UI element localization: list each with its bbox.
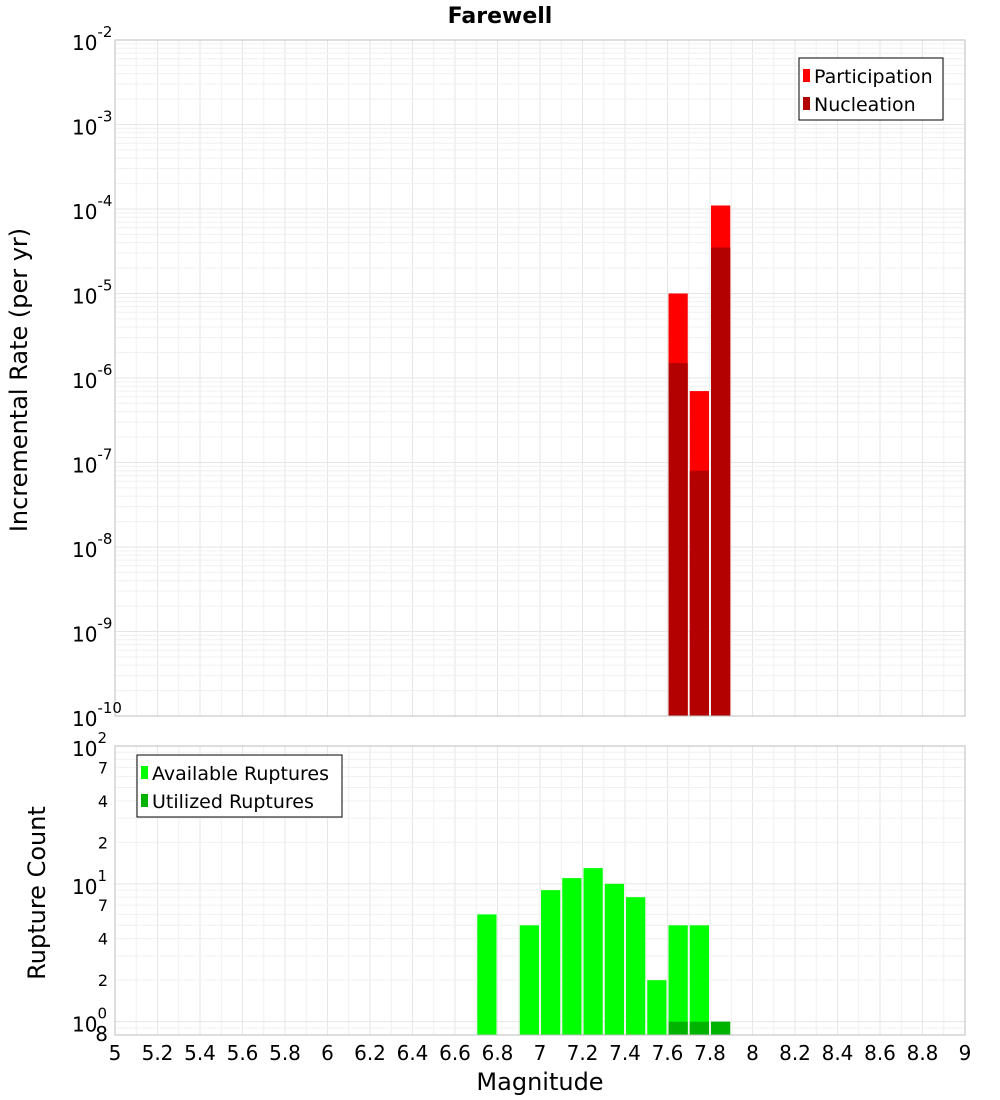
y-tick-label: 100 (72, 1005, 107, 1037)
x-tick-label: 5.2 (142, 1041, 174, 1065)
x-tick-label: 7.8 (694, 1041, 726, 1065)
y-tick-exponent: -4 (97, 192, 112, 210)
x-tick-label: 7.2 (567, 1041, 599, 1065)
y-tick-label: 10-2 (72, 23, 112, 55)
x-tick-label: 7 (534, 1041, 547, 1065)
rupture-count-plot-frame (114, 745, 966, 1036)
y-tick-label: 10-8 (72, 530, 112, 562)
chart-title: Farewell (448, 4, 553, 29)
top-y-axis-label: Incremental Rate (per yr) (5, 228, 33, 532)
y-tick-exponent: 0 (97, 1005, 107, 1023)
x-axis-label: Magnitude (476, 1068, 603, 1096)
y-tick-exponent: -2 (97, 23, 112, 41)
y-tick-label: 10-3 (72, 108, 112, 140)
y-tick-exponent: -7 (97, 446, 112, 464)
utilized-ruptures-bar (668, 1021, 688, 1035)
y-tick-exponent: 2 (97, 729, 107, 747)
available-ruptures-bar (647, 980, 667, 1035)
y-tick-exponent: -5 (97, 277, 112, 295)
x-tick-label: 6.2 (354, 1041, 386, 1065)
available-ruptures-legend-swatch (141, 766, 148, 779)
y-tick-label: 10-9 (72, 615, 112, 647)
available-ruptures-bar (668, 925, 688, 1035)
y-minor-tick-label: 8 (95, 1022, 108, 1046)
x-tick-label: 8.8 (907, 1041, 939, 1065)
utilized-ruptures-legend-swatch (141, 794, 148, 807)
x-tick-label: 5 (109, 1041, 122, 1065)
x-tick-label: 8.2 (779, 1041, 811, 1065)
x-tick-label: 5.6 (227, 1041, 259, 1065)
y-tick-label: 102 (72, 729, 107, 761)
x-tick-label: 5.8 (269, 1041, 301, 1065)
available-ruptures-bar (562, 878, 582, 1035)
x-tick-label: 8 (746, 1041, 759, 1065)
available-ruptures-bar (604, 883, 624, 1035)
y-tick-exponent: -8 (97, 530, 112, 548)
x-tick-label: 8.6 (864, 1041, 896, 1065)
y-minor-tick-label: 2 (98, 971, 108, 990)
y-tick-exponent: -9 (97, 615, 112, 633)
x-tick-label: 9 (959, 1041, 972, 1065)
y-minor-tick-label: 2 (98, 833, 108, 852)
y-tick-label: 10-4 (72, 192, 112, 224)
x-tick-label: 6.4 (397, 1041, 429, 1065)
available-ruptures-legend-label: Available Ruptures (152, 763, 329, 785)
rate-plot: 10-2 10-3 10-4 10-5 10-6 10-7 10-8 10-9 10-10 Par… (72, 23, 966, 731)
x-tick-label: 6 (321, 1041, 334, 1065)
available-ruptures-bar (541, 890, 561, 1035)
utilized-ruptures-bar (689, 1021, 709, 1035)
participation-legend-swatch (803, 69, 810, 82)
legend-box (798, 57, 944, 121)
y-minor-tick-label: 4 (98, 792, 108, 811)
nucleation-bar (711, 247, 731, 716)
rate-plot-frame (114, 39, 966, 717)
available-ruptures-bar (626, 897, 646, 1035)
y-minor-tick-label: 4 (98, 930, 108, 949)
available-ruptures-bar (477, 914, 497, 1035)
y-tick-label: 10-7 (72, 446, 112, 478)
nucleation-bar (689, 470, 709, 716)
y-tick-label: 10-5 (72, 277, 112, 309)
x-tick-label: 5.4 (184, 1041, 216, 1065)
nucleation-legend-label: Nucleation (814, 94, 916, 116)
y-tick-exponent: 1 (97, 867, 107, 885)
nucleation-bar (668, 363, 688, 716)
x-tick-label: 7.4 (609, 1041, 641, 1065)
participation-legend-label: Participation (814, 66, 933, 88)
legend-box (136, 754, 343, 818)
available-ruptures-bar (583, 868, 603, 1035)
utilized-ruptures-bar (711, 1021, 731, 1035)
y-tick-exponent: -6 (97, 361, 112, 379)
x-tick-label: 8.4 (822, 1041, 854, 1065)
nucleation-legend-swatch (803, 97, 810, 110)
available-ruptures-bar (519, 925, 539, 1035)
bottom-y-axis-label: Rupture Count (23, 806, 51, 980)
y-tick-label: 101 (72, 867, 107, 899)
available-ruptures-bar (689, 925, 709, 1035)
y-minor-tick-label: 7 (98, 896, 108, 915)
x-tick-label: 6.6 (439, 1041, 471, 1065)
x-tick-label: 6.8 (482, 1041, 514, 1065)
y-tick-label: 10-6 (72, 361, 112, 393)
y-tick-exponent: -3 (97, 108, 112, 126)
y-tick-exponent: -10 (97, 699, 122, 717)
utilized-ruptures-legend-label: Utilized Ruptures (152, 791, 314, 813)
y-tick-label: 10-10 (72, 699, 122, 731)
y-minor-tick-label: 7 (98, 758, 108, 777)
x-tick-label: 7.6 (652, 1041, 684, 1065)
